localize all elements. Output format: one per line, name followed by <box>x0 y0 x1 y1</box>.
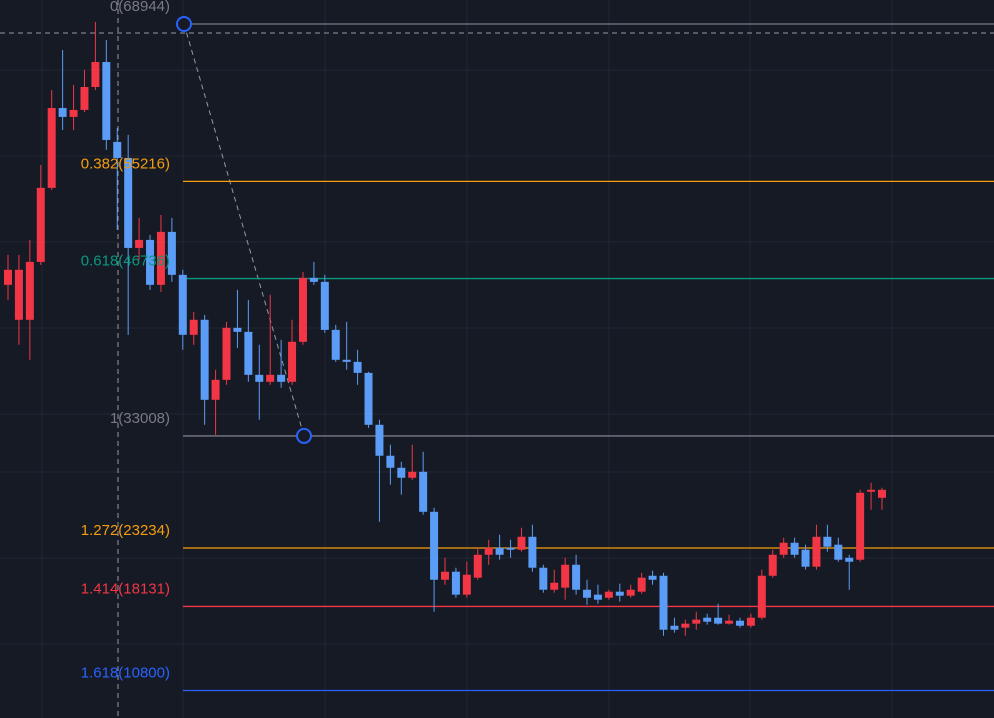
candle-body <box>692 619 701 624</box>
candle-body <box>189 319 198 335</box>
candle-body <box>834 544 843 560</box>
candle-body <box>80 86 89 110</box>
candle-body <box>331 329 340 360</box>
candle-body <box>812 536 821 567</box>
candle-body <box>36 187 45 262</box>
candle-body <box>583 589 592 598</box>
candle-body <box>659 575 668 630</box>
candle-body <box>244 331 253 375</box>
candle-body <box>845 557 854 562</box>
candle-body <box>615 591 624 596</box>
candle-body <box>91 62 100 87</box>
candle-body <box>441 571 449 580</box>
candle-body <box>211 379 220 400</box>
candle-body <box>714 617 723 624</box>
fib-labels: 0(68944) 0.382(55216) 0.618(46736) 1(33008)… <box>81 0 312 681</box>
candle-body <box>25 261 34 320</box>
candle-body <box>288 341 297 382</box>
candle-body <box>462 574 471 595</box>
candle-body <box>703 617 712 622</box>
candle-body <box>69 109 78 117</box>
candle-body <box>397 467 406 478</box>
candle-body <box>4 269 12 285</box>
candle-body <box>233 327 242 332</box>
fib-level-label: 0.382(55216) <box>81 155 170 172</box>
candle-body <box>14 269 23 320</box>
candle-body <box>593 594 602 600</box>
candle-body <box>779 542 788 555</box>
candle-body <box>495 547 504 555</box>
candle-body <box>113 141 122 158</box>
candle-body <box>408 471 417 478</box>
candle-body <box>484 547 493 555</box>
candle-body <box>539 567 548 590</box>
candle-body <box>200 319 209 400</box>
candle-body <box>648 575 657 580</box>
candle-body <box>528 536 537 568</box>
candle-body <box>320 281 329 330</box>
candle-body <box>364 372 373 425</box>
fib-anchor <box>296 427 312 444</box>
candle-body <box>266 374 275 382</box>
candle-body <box>124 157 133 248</box>
candle-body <box>637 577 646 592</box>
candle-body <box>167 231 176 275</box>
candle-body <box>386 455 395 468</box>
candle-body <box>473 554 482 578</box>
candle-body <box>298 277 307 342</box>
fib-level-label: 1.414(18131) <box>81 580 170 597</box>
candle-body <box>670 625 679 630</box>
candle-body <box>735 620 744 626</box>
candle-body <box>102 62 111 140</box>
fib-level-label: 0.618(46736) <box>81 253 170 270</box>
candle-body <box>342 359 351 362</box>
candle-body <box>222 327 231 380</box>
candle-body <box>790 542 799 555</box>
candle-body <box>572 564 581 590</box>
candle-body <box>878 489 886 498</box>
candle-body <box>604 591 613 598</box>
candle-body <box>561 564 570 588</box>
candle-body <box>626 589 635 596</box>
candle-body <box>681 623 690 628</box>
candle-body <box>823 536 832 547</box>
candle-body <box>550 582 559 590</box>
candle-body <box>255 374 264 382</box>
candle-body <box>156 231 165 285</box>
fib-level-label: 1.618(10800) <box>81 664 170 681</box>
candle-body <box>768 554 777 576</box>
candle-body <box>506 547 515 550</box>
candle-body <box>178 274 187 335</box>
candle-body <box>856 492 865 560</box>
fib-level-label: 1.272(23234) <box>81 522 170 539</box>
candles <box>4 22 886 636</box>
candle-body <box>419 471 428 512</box>
candle-body <box>58 107 67 117</box>
candle-body <box>517 536 526 550</box>
candle-body <box>430 511 439 580</box>
candle-body <box>309 277 318 282</box>
candle-body <box>801 549 810 567</box>
candle-body <box>757 575 766 618</box>
candle-body <box>353 361 362 373</box>
candle-body <box>725 620 734 624</box>
candle-body <box>135 239 144 248</box>
fib-level-label: 0(68944) <box>110 0 170 15</box>
candle-body <box>375 424 384 456</box>
candle-body <box>146 239 155 285</box>
candle-body <box>867 489 876 492</box>
candle-body <box>277 374 286 382</box>
fib-anchor <box>176 16 192 33</box>
fib-level-label: 1(33008) <box>110 410 170 427</box>
candle-body <box>47 107 56 188</box>
candle-body <box>746 617 755 626</box>
candle-body <box>451 571 460 595</box>
